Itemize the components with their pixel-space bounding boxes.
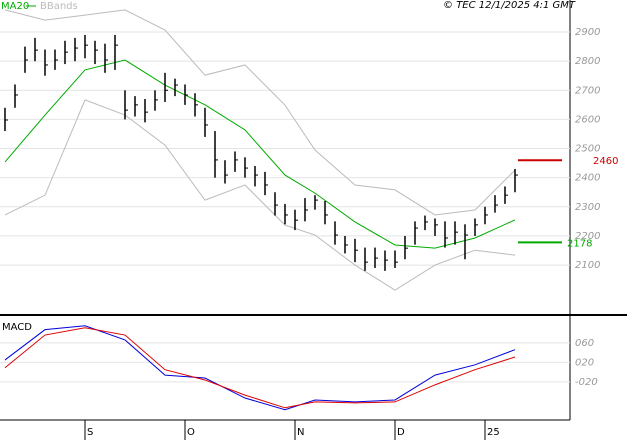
y-tick-label: 2800 xyxy=(575,56,600,67)
ma-line xyxy=(4,59,516,249)
bollinger-band xyxy=(4,9,516,216)
y-tick-label: -020 xyxy=(575,377,598,388)
chart-title: © TEC 12/1/2025 4:1 GMT xyxy=(443,0,576,11)
legend-entry: BBands xyxy=(40,1,78,12)
y-tick-label: 2400 xyxy=(575,173,600,184)
y-tick-label: 020 xyxy=(575,357,594,368)
x-tick-label: 25 xyxy=(487,427,500,438)
level-label: 2178 xyxy=(567,238,592,249)
y-tick-label: 2500 xyxy=(575,144,600,155)
y-tick-label: 2600 xyxy=(575,114,600,125)
x-tick-label: D xyxy=(397,427,405,438)
x-tick-label: S xyxy=(87,427,93,438)
macd-line xyxy=(4,325,516,411)
x-tick-label: O xyxy=(187,427,195,438)
y-tick-label: 060 xyxy=(575,338,594,349)
macd-line xyxy=(4,327,516,409)
y-tick-label: 2700 xyxy=(575,85,600,96)
y-tick-label: 2100 xyxy=(575,260,600,271)
y-tick-label: 2900 xyxy=(575,27,600,38)
legend-entry: MA20 xyxy=(1,1,29,12)
level-label: 2460 xyxy=(593,156,618,167)
x-tick-label: N xyxy=(297,427,304,438)
panel-title: MACD xyxy=(2,322,32,333)
bollinger-band xyxy=(4,99,516,291)
y-tick-label: 2200 xyxy=(575,231,600,242)
y-tick-label: 2300 xyxy=(575,202,600,213)
